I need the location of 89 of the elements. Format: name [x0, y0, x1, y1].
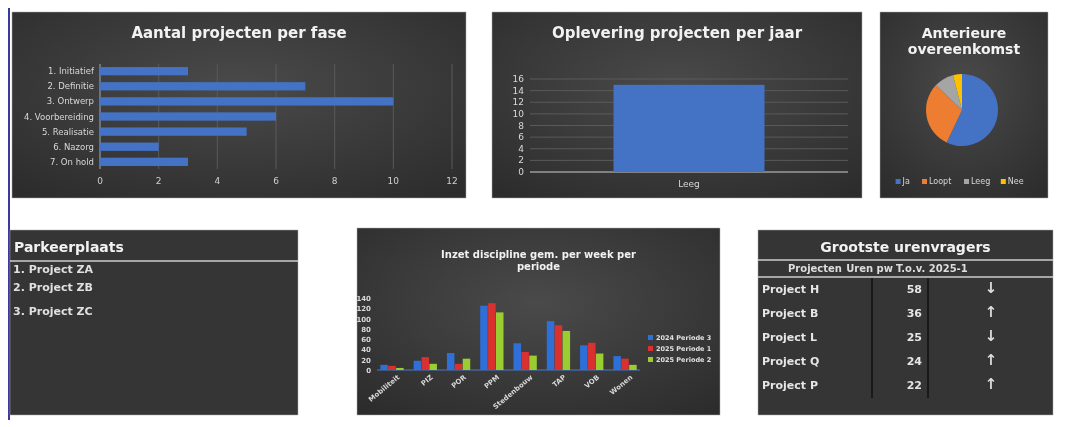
text: 2. Project ZB: [13, 281, 93, 294]
category-label: Project L: [762, 331, 817, 344]
data-label: 25: [906, 331, 922, 344]
y-tick-label: 5. Realisatie: [41, 126, 94, 137]
text: 3. Project ZC: [13, 305, 93, 318]
chart-title: Aantal projecten per fase: [131, 24, 347, 42]
legend-label: Nee: [1007, 177, 1024, 186]
chart-title: Anterieure overeenkomst: [907, 25, 1021, 58]
bar: [413, 360, 422, 370]
bar: [100, 127, 247, 136]
bar: [496, 312, 504, 370]
text: ↑: [984, 351, 998, 369]
legend-label: Ja: [901, 177, 910, 186]
bar: [462, 358, 471, 370]
bar: [546, 321, 555, 370]
bar: [629, 364, 637, 370]
category-label: Project H: [762, 283, 820, 296]
bar: [554, 325, 563, 370]
y-tick-label: 0: [518, 167, 525, 177]
bar: [100, 112, 276, 121]
text: Grootste urenvragers: [820, 239, 991, 255]
bar: [100, 157, 188, 166]
text: ↓: [984, 327, 998, 345]
y-tick-label: 16: [512, 74, 525, 84]
bar: [380, 364, 388, 370]
x-tick-label: 6: [273, 176, 280, 186]
y-tick-label: 2: [518, 155, 524, 166]
legend-label: Loopt: [929, 177, 952, 186]
data-label: 36: [906, 307, 923, 320]
text: ↓: [984, 279, 998, 297]
text: 1. Project ZA: [13, 263, 94, 276]
bar: [587, 342, 596, 370]
pie-slice: [946, 74, 998, 146]
bar: [100, 82, 306, 91]
y-tick-label: 6. Nazorg: [53, 141, 94, 152]
x-tick-label: 8: [331, 176, 338, 186]
x-tick-label: 4: [214, 176, 221, 186]
x-tick-label: 12: [446, 176, 458, 186]
text: Uren pw: [846, 263, 893, 274]
data-label: 24: [906, 355, 923, 368]
bar: [429, 363, 437, 370]
bar: [580, 345, 588, 370]
bar: [480, 305, 488, 370]
y-tick-label: 4. Voorbereiding: [24, 111, 94, 122]
text: ↑: [984, 375, 998, 393]
bar: [562, 330, 571, 370]
text: Parkeerplaats: [14, 239, 124, 255]
x-tick-label: 2: [155, 176, 162, 186]
y-tick-label: 6: [518, 132, 525, 143]
y-tick-label: 3. Ontwerp: [46, 96, 94, 107]
text: Projecten: [788, 263, 842, 274]
bar: [529, 355, 537, 370]
bar: [521, 352, 529, 370]
bar: [488, 303, 496, 370]
y-tick-label: 1. Initiatief: [48, 66, 95, 77]
bar: [100, 142, 159, 151]
category-label: Project B: [762, 307, 819, 320]
bar: [613, 356, 621, 370]
bar: [421, 357, 430, 370]
pie-slice: [953, 74, 962, 110]
pie-slice: [926, 85, 962, 143]
y-tick-label: 10: [512, 108, 525, 119]
data-label: 22: [906, 379, 922, 392]
chart-title: Oplevering projecten per jaar: [551, 24, 803, 42]
bar: [621, 358, 629, 370]
x-tick-label: 10: [387, 176, 400, 186]
y-tick-label: 7. On hold: [50, 156, 94, 167]
bar: [100, 67, 188, 76]
text: ↑: [984, 303, 998, 321]
bar: [513, 343, 521, 370]
bar: [446, 353, 455, 370]
y-tick-label: 12: [512, 97, 524, 108]
bar: [388, 365, 396, 370]
y-tick-label: 8: [518, 120, 525, 131]
bar: [396, 367, 404, 370]
y-tick-label: 2. Definitie: [47, 81, 94, 92]
y-tick-label: 4: [518, 143, 525, 154]
x-tick-label: 0: [97, 176, 104, 186]
bar: [454, 363, 463, 370]
x-tick-label: Leeg: [678, 179, 700, 189]
data-label: 58: [906, 283, 922, 296]
bar: [595, 353, 604, 370]
category-label: Project P: [762, 379, 818, 392]
y-tick-label: 14: [512, 85, 525, 96]
category-label: Project Q: [762, 355, 820, 368]
bar: [100, 97, 394, 106]
chart-title: Inzet discipline gem. per week per periode: [441, 249, 636, 272]
pie-slice: [935, 75, 962, 110]
text: T.o.v. 2025-1: [896, 263, 968, 274]
